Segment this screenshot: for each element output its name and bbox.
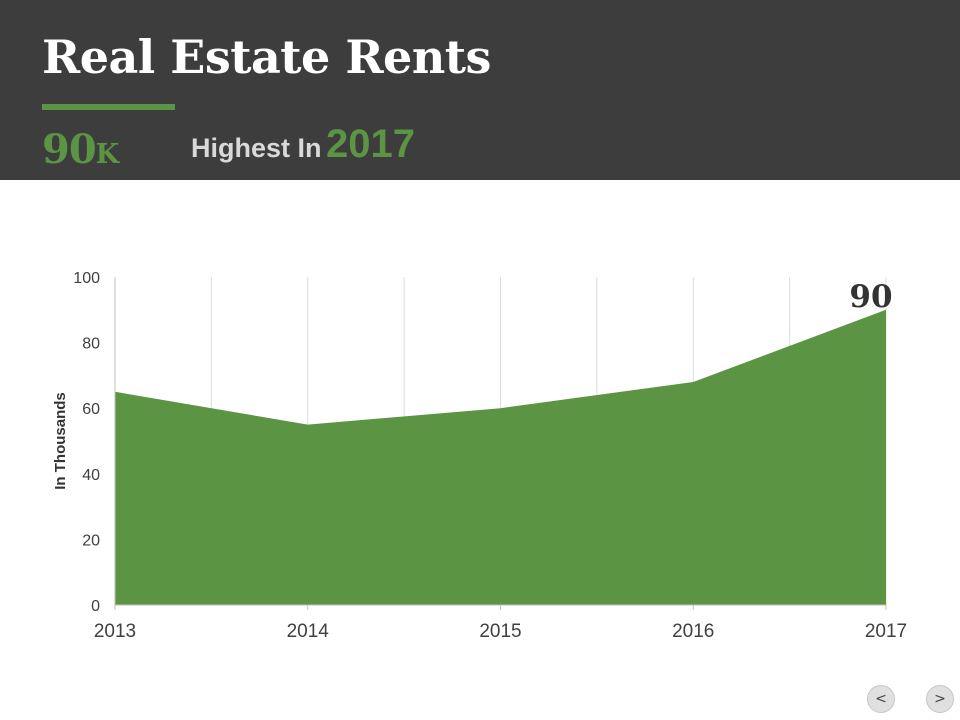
- next-slide-button[interactable]: >: [926, 685, 954, 713]
- chevron-right-icon: >: [934, 691, 946, 707]
- highest-caption-year: 2017: [325, 122, 415, 166]
- y-tick-label: 100: [73, 270, 100, 287]
- chevron-left-icon: <: [875, 691, 887, 707]
- highest-caption: Highest In 2017: [191, 122, 415, 167]
- x-tick-label: 2015: [479, 621, 521, 642]
- highest-stat: 90K: [42, 126, 119, 173]
- highest-stat-unit: K: [95, 139, 120, 170]
- page-title: Real Estate Rents: [42, 30, 491, 84]
- x-tick-label: 2013: [94, 621, 136, 642]
- y-tick-label: 0: [91, 598, 100, 615]
- y-axis-title: In Thousands: [52, 392, 69, 490]
- header-banner: Real Estate Rents 90K Highest In 2017: [0, 0, 960, 180]
- y-tick-label: 20: [82, 532, 100, 549]
- y-tick-label: 60: [82, 401, 100, 418]
- highest-stat-value: 90: [42, 126, 97, 173]
- x-tick-label: 2016: [672, 621, 714, 642]
- highest-caption-text: Highest In: [191, 133, 322, 163]
- series-area: [115, 309, 886, 605]
- data-label: 90: [849, 279, 892, 315]
- title-underline: [42, 104, 175, 110]
- prev-slide-button[interactable]: <: [867, 685, 895, 713]
- y-tick-label: 40: [82, 467, 100, 484]
- y-tick-label: 80: [82, 336, 100, 353]
- x-tick-label: 2014: [287, 621, 330, 642]
- x-tick-label: 2017: [865, 621, 907, 642]
